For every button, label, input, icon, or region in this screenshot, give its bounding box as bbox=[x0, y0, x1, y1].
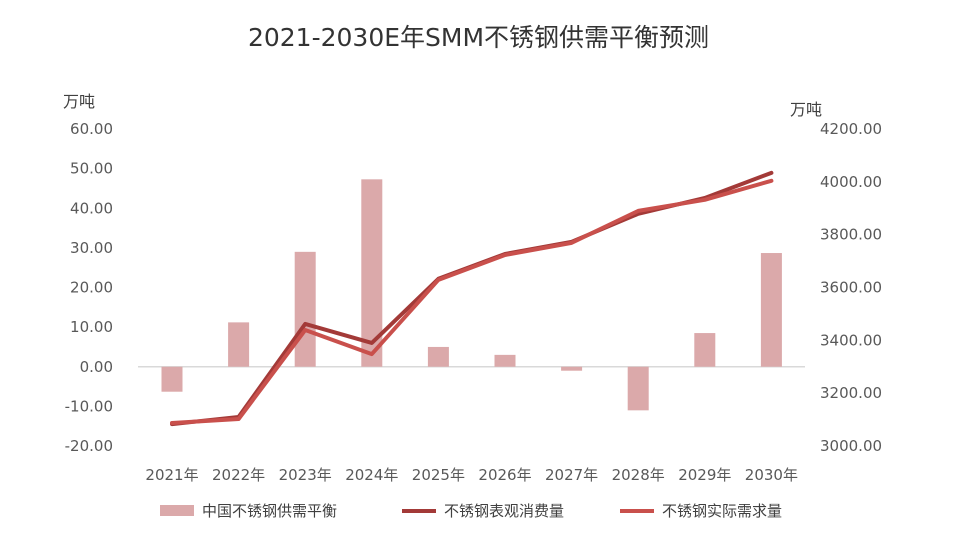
x-tick-label: 2024年 bbox=[345, 466, 398, 484]
right-tick-label: 3000.00 bbox=[820, 437, 882, 455]
legend-label: 不锈钢表观消费量 bbox=[444, 502, 565, 520]
bar-balance bbox=[427, 346, 449, 367]
bar-balance bbox=[694, 333, 716, 367]
legend-swatch-bar bbox=[160, 505, 194, 516]
x-tick-label: 2030年 bbox=[745, 466, 798, 484]
legend-label: 不锈钢实际需求量 bbox=[662, 502, 783, 520]
left-tick-label: 50.00 bbox=[70, 160, 113, 178]
bar-balance bbox=[561, 366, 583, 371]
right-tick-label: 3600.00 bbox=[820, 279, 882, 297]
bar-balance bbox=[161, 366, 183, 392]
left-tick-label: 60.00 bbox=[70, 120, 113, 138]
x-tick-label: 2025年 bbox=[412, 466, 465, 484]
right-tick-label: 4000.00 bbox=[820, 173, 882, 191]
left-tick-label: 20.00 bbox=[70, 279, 113, 297]
bar-balance bbox=[361, 179, 383, 367]
x-tick-label: 2021年 bbox=[145, 466, 198, 484]
left-tick-label: 40.00 bbox=[70, 199, 113, 217]
legend-item-balance: 中国不锈钢供需平衡 bbox=[160, 500, 337, 521]
chart-title: 2021-2030E年SMM不锈钢供需平衡预测 bbox=[247, 23, 710, 52]
x-tick-label: 2023年 bbox=[279, 466, 332, 484]
right-axis-unit: 万吨 bbox=[790, 100, 823, 119]
x-tick-label: 2028年 bbox=[612, 466, 665, 484]
x-tick-label: 2027年 bbox=[545, 466, 598, 484]
legend-item-apparent: 不锈钢表观消费量 bbox=[402, 500, 564, 521]
x-tick-label: 2026年 bbox=[478, 466, 531, 484]
legend-swatch-line bbox=[620, 508, 654, 513]
left-axis-unit: 万吨 bbox=[63, 92, 96, 111]
bar-balance bbox=[627, 366, 649, 411]
right-tick-label: 3200.00 bbox=[820, 384, 882, 402]
bar-balance bbox=[294, 251, 316, 367]
legend-item-actual: 不锈钢实际需求量 bbox=[620, 500, 782, 521]
left-tick-label: -20.00 bbox=[65, 437, 113, 455]
left-tick-label: 10.00 bbox=[70, 318, 113, 336]
x-tick-label: 2022年 bbox=[212, 466, 265, 484]
line-actual-demand bbox=[170, 178, 774, 426]
bar-balance bbox=[494, 354, 516, 367]
legend-swatch-line bbox=[402, 508, 436, 513]
left-tick-label: 30.00 bbox=[70, 239, 113, 257]
right-tick-label: 4200.00 bbox=[820, 120, 882, 138]
right-tick-label: 3400.00 bbox=[820, 331, 882, 349]
left-tick-label: -10.00 bbox=[65, 397, 113, 415]
x-tick-label: 2029年 bbox=[678, 466, 731, 484]
left-tick-label: 0.00 bbox=[80, 358, 113, 376]
legend-label: 中国不锈钢供需平衡 bbox=[202, 502, 338, 520]
bar-balance bbox=[760, 253, 782, 367]
right-tick-label: 3800.00 bbox=[820, 226, 882, 244]
bar-balance bbox=[228, 322, 250, 367]
